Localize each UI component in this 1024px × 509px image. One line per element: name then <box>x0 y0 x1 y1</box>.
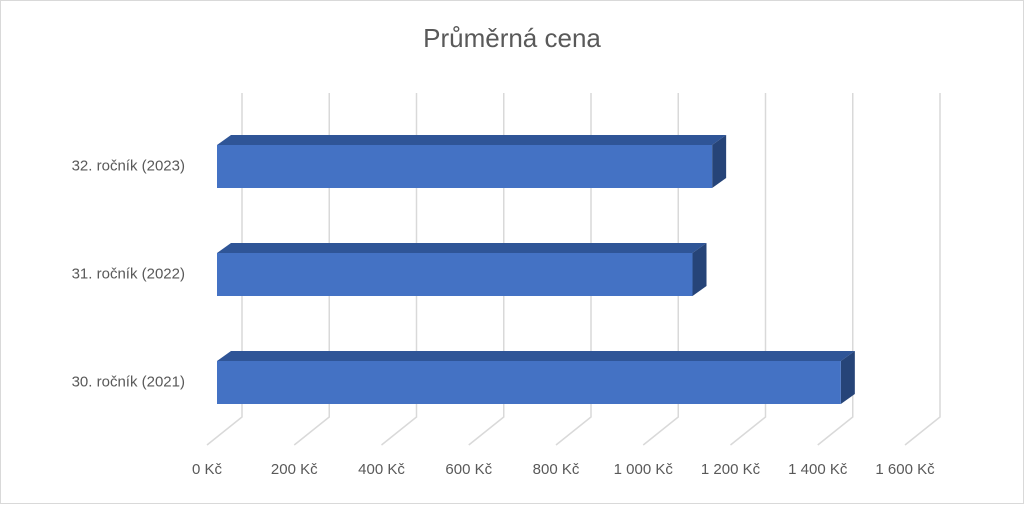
x-tick-label: 400 Kč <box>358 461 405 478</box>
bar-side <box>692 243 707 296</box>
grid-line <box>817 93 854 446</box>
x-tick-label: 1 000 Kč <box>614 461 674 478</box>
grid-line <box>206 93 243 446</box>
x-tick-label: 1 200 Kč <box>701 461 761 478</box>
chart-title: Průměrná cena <box>423 23 601 53</box>
grid-line <box>642 93 679 446</box>
y-tick-label: 31. ročník (2022) <box>72 265 185 282</box>
bar <box>217 361 841 404</box>
x-tick-label: 800 Kč <box>533 461 580 478</box>
bar-top <box>217 351 855 361</box>
grid-line <box>293 93 330 446</box>
bar-side <box>712 135 727 188</box>
bar-top <box>217 135 727 145</box>
x-tick-label: 1 600 Kč <box>875 461 935 478</box>
x-tick-label: 0 Kč <box>192 461 223 478</box>
x-tick-label: 200 Kč <box>271 461 318 478</box>
grid-line <box>381 93 418 446</box>
x-tick-label: 600 Kč <box>445 461 492 478</box>
grid-line <box>904 93 941 446</box>
grid-line <box>468 93 505 446</box>
y-tick-label: 32. ročník (2023) <box>72 157 185 174</box>
bar <box>217 253 693 296</box>
grid-line <box>730 93 767 446</box>
bar <box>217 145 713 188</box>
y-tick-label: 30. ročník (2021) <box>72 373 185 390</box>
bar-side <box>840 351 855 404</box>
bar-top <box>217 243 707 253</box>
grid-line <box>555 93 592 446</box>
x-tick-label: 1 400 Kč <box>788 461 848 478</box>
